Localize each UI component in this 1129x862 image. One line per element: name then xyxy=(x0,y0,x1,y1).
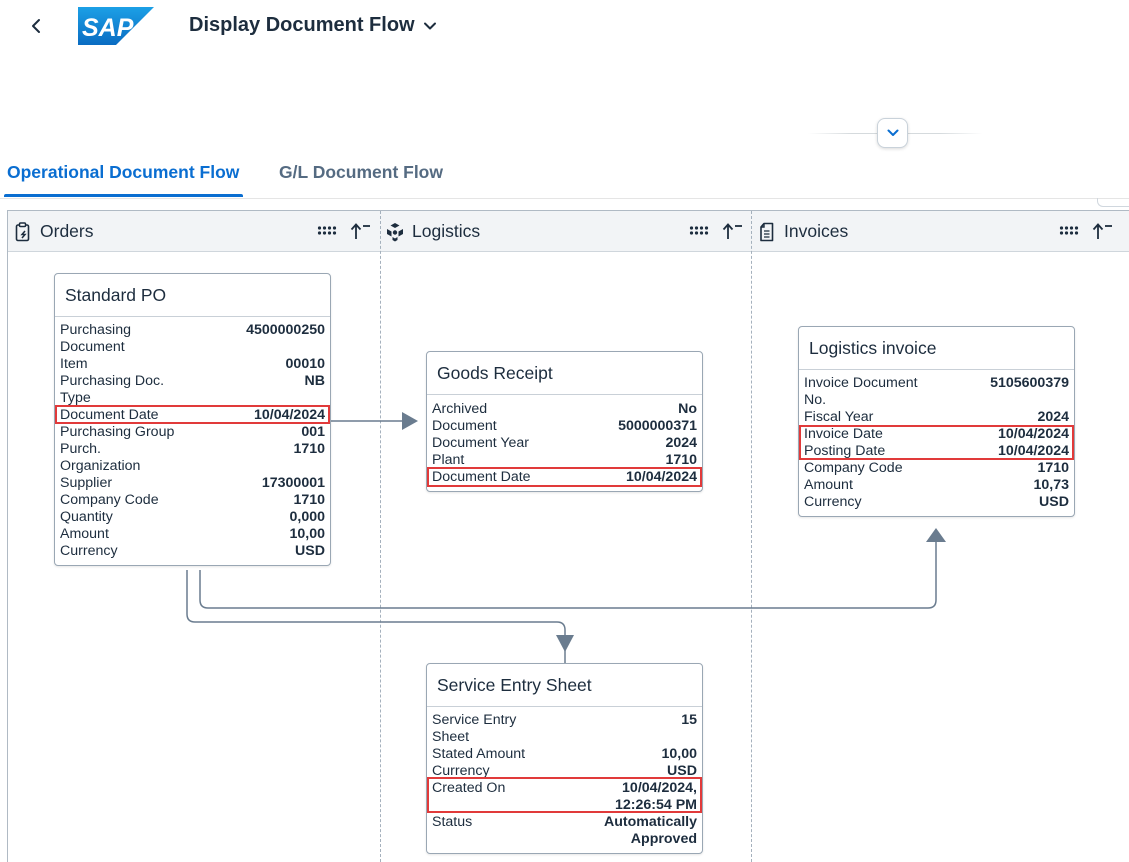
tab-operational-document-flow[interactable]: Operational Document Flow xyxy=(7,162,240,182)
field-row: Document Year 2024 xyxy=(432,435,697,451)
field-row: Amount 10,73 xyxy=(804,477,1069,493)
field-row: Purch. Organization 1710 xyxy=(60,441,325,474)
collapse-header-button[interactable] xyxy=(877,118,908,148)
drag-handle-icon[interactable] xyxy=(689,221,711,241)
lane-actions-orders xyxy=(317,221,371,241)
lane-actions-invoices xyxy=(1059,221,1113,241)
field-row: Company Code 1710 xyxy=(804,460,1069,476)
lane-divider xyxy=(751,211,752,862)
back-button[interactable] xyxy=(22,12,50,40)
sort-icon[interactable] xyxy=(1091,221,1113,241)
card-standard-po[interactable]: Standard PO xyxy=(54,273,331,566)
field-row: Item 00010 xyxy=(60,356,325,372)
card-title: Logistics invoice xyxy=(799,327,1074,370)
sort-icon[interactable] xyxy=(349,221,371,241)
clipboard-icon xyxy=(15,221,30,241)
field-row: Currency USD xyxy=(432,763,697,779)
chevron-down-icon xyxy=(887,129,898,136)
lane-actions-logistics xyxy=(689,221,743,241)
svg-text:SAP: SAP xyxy=(82,14,134,42)
field-row: Supplier 17300001 xyxy=(60,475,325,491)
field-row: Plant 1710 xyxy=(432,452,697,468)
tabs-divider xyxy=(0,198,1129,199)
field-row: Amount 10,00 xyxy=(60,526,325,542)
field-row: Fiscal Year 2024 xyxy=(804,409,1069,425)
field-row: Purchasing Doc. Type NB xyxy=(60,373,325,406)
field-row: Invoice Document No. 5105600379 xyxy=(804,375,1069,408)
document-icon xyxy=(760,222,774,241)
card-title: Standard PO xyxy=(55,274,330,317)
drag-handle-icon[interactable] xyxy=(1059,221,1081,241)
card-logistics-invoice[interactable]: Logistics invoice xyxy=(798,326,1075,517)
lane-header-orders: Orders xyxy=(14,211,93,252)
sap-logo: SAP xyxy=(78,7,154,45)
chevron-down-icon xyxy=(423,22,436,29)
field-row: Created On 10/04/2024, 12:26:54 PM xyxy=(432,780,697,813)
field-row: Company Code 1710 xyxy=(60,492,325,508)
lane-header-invoices: Invoices xyxy=(758,211,848,252)
field-row: Archived No xyxy=(432,401,697,417)
tab-selected-indicator xyxy=(4,194,243,197)
cube-icon xyxy=(387,222,403,241)
goods-receipt-fields: Archived No Document 5000000371 Document Y… xyxy=(432,401,697,486)
standard-po-fields: Purchasing Document 4500000250 Item 00010 … xyxy=(60,322,325,560)
sort-icon[interactable] xyxy=(721,221,743,241)
tab-bar: Operational Document Flow G/L Document F… xyxy=(0,150,1129,198)
field-row: Quantity 0,000 xyxy=(60,509,325,525)
field-row: Purchasing Group 001 xyxy=(60,424,325,440)
field-row: Invoice Date 10/04/2024 xyxy=(804,426,1069,442)
lane-title-orders: Orders xyxy=(40,221,94,241)
field-row: Document Date 10/04/2024 xyxy=(60,407,325,423)
card-title: Service Entry Sheet xyxy=(427,664,702,707)
drag-handle-icon[interactable] xyxy=(317,221,339,241)
panel-corner xyxy=(1097,198,1129,207)
card-title: Goods Receipt xyxy=(427,352,702,395)
field-row: Document 5000000371 xyxy=(432,418,697,434)
field-row: Stated Amount 10,00 xyxy=(432,746,697,762)
card-service-entry-sheet[interactable]: Service Entry Sheet xyxy=(426,663,703,854)
lane-title-logistics: Logistics xyxy=(412,221,481,241)
page-title: Display Document Flow xyxy=(189,14,415,36)
field-row: Purchasing Document 4500000250 xyxy=(60,322,325,355)
service-entry-sheet-fields: Service Entry Sheet 15 Stated Amount 10,00… xyxy=(432,712,697,848)
field-row: Service Entry Sheet 15 xyxy=(432,712,697,745)
lane-header-bar: Orders Logistics xyxy=(8,211,1129,252)
tab-gl-document-flow[interactable]: G/L Document Flow xyxy=(279,162,443,182)
logistics-invoice-fields: Invoice Document No. 5105600379 Fiscal Ye… xyxy=(804,375,1069,511)
field-row: Document Date 10/04/2024 xyxy=(432,469,697,485)
lane-divider xyxy=(380,211,381,862)
lane-title-invoices: Invoices xyxy=(784,221,849,241)
field-row: Status Automatically Approved xyxy=(432,814,697,847)
field-row: Posting Date 10/04/2024 xyxy=(804,443,1069,459)
field-row: Currency USD xyxy=(804,494,1069,510)
field-row: Currency USD xyxy=(60,543,325,559)
chevron-left-icon xyxy=(32,19,40,33)
app-title-menu[interactable]: Display Document Flow xyxy=(189,14,437,37)
lane-header-logistics: Logistics xyxy=(386,211,480,252)
